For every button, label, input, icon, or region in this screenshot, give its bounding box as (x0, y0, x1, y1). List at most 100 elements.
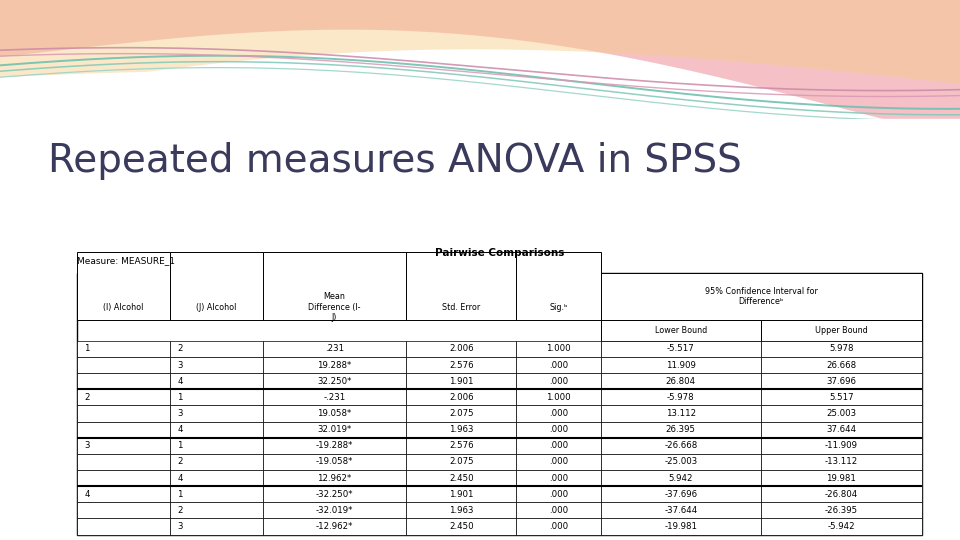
Bar (516, 357, 601, 373)
Text: .231: .231 (324, 345, 344, 353)
Bar (263, 252, 406, 320)
Bar (263, 422, 406, 438)
Bar (263, 470, 406, 486)
Bar (77, 357, 170, 373)
Bar (77, 502, 170, 518)
Bar (601, 502, 761, 518)
Text: 2: 2 (84, 393, 89, 402)
Bar (77, 406, 170, 422)
Text: 11.909: 11.909 (666, 361, 696, 369)
Text: .000: .000 (549, 522, 568, 531)
Text: 2.450: 2.450 (449, 522, 473, 531)
Bar (77, 518, 170, 535)
Text: 12.962*: 12.962* (318, 474, 351, 483)
Text: Measure: MEASURE_1: Measure: MEASURE_1 (77, 256, 175, 266)
Text: (I) Alcohol: (I) Alcohol (103, 302, 143, 312)
Bar (601, 389, 761, 406)
Text: 4: 4 (84, 490, 89, 499)
Text: 1: 1 (178, 490, 182, 499)
Bar (406, 341, 516, 357)
Text: 19.058*: 19.058* (318, 409, 351, 418)
Bar (170, 422, 263, 438)
Bar (406, 422, 516, 438)
Text: Sig.ᵇ: Sig.ᵇ (549, 302, 567, 312)
Bar (263, 373, 406, 389)
Text: Upper Bound: Upper Bound (815, 326, 868, 335)
Bar (406, 252, 516, 320)
Text: Pairwise Comparisons: Pairwise Comparisons (435, 248, 564, 258)
Bar (516, 373, 601, 389)
Text: .000: .000 (549, 490, 568, 499)
Text: 32.019*: 32.019* (318, 425, 351, 434)
Text: 2.075: 2.075 (449, 409, 473, 418)
Bar (406, 486, 516, 502)
Bar (761, 518, 922, 535)
Text: 5.517: 5.517 (829, 393, 853, 402)
Bar (263, 357, 406, 373)
Bar (170, 373, 263, 389)
Bar (761, 389, 922, 406)
Bar (761, 357, 922, 373)
Bar (170, 454, 263, 470)
Text: 2: 2 (178, 345, 182, 353)
Text: 3: 3 (84, 441, 89, 450)
Text: 37.644: 37.644 (827, 425, 856, 434)
Text: .000: .000 (549, 425, 568, 434)
Text: 95% Confidence Interval for
Differenceᵇ: 95% Confidence Interval for Differenceᵇ (705, 287, 818, 306)
Text: -11.909: -11.909 (825, 441, 858, 450)
Text: 2.576: 2.576 (449, 361, 473, 369)
Text: -19.288*: -19.288* (316, 441, 353, 450)
Bar (263, 454, 406, 470)
Text: (J) Alcohol: (J) Alcohol (196, 302, 236, 312)
Text: 3: 3 (178, 409, 182, 418)
Text: -25.003: -25.003 (664, 457, 698, 467)
Text: -26.395: -26.395 (825, 506, 858, 515)
Text: -37.696: -37.696 (664, 490, 697, 499)
Bar (516, 438, 601, 454)
Bar (77, 389, 170, 406)
Text: -19.981: -19.981 (664, 522, 697, 531)
Bar (406, 406, 516, 422)
Bar (601, 373, 761, 389)
Bar (516, 341, 601, 357)
Text: .000: .000 (549, 506, 568, 515)
Bar (406, 470, 516, 486)
Text: .000: .000 (549, 361, 568, 369)
Text: -32.250*: -32.250* (316, 490, 353, 499)
Text: 4: 4 (178, 474, 182, 483)
Bar (516, 406, 601, 422)
Text: 4: 4 (178, 377, 182, 386)
Text: -26.668: -26.668 (664, 441, 698, 450)
Text: 1.000: 1.000 (546, 345, 570, 353)
Text: .000: .000 (549, 409, 568, 418)
Bar (77, 373, 170, 389)
Text: -5.978: -5.978 (667, 393, 695, 402)
Text: 5.978: 5.978 (829, 345, 853, 353)
Bar (601, 406, 761, 422)
Text: 3: 3 (178, 361, 182, 369)
Bar (170, 502, 263, 518)
Bar (170, 438, 263, 454)
Text: 3: 3 (178, 522, 182, 531)
Text: -32.019*: -32.019* (316, 506, 353, 515)
Text: 26.668: 26.668 (827, 361, 856, 369)
Text: -13.112: -13.112 (825, 457, 858, 467)
Bar (761, 320, 922, 341)
Bar (77, 438, 170, 454)
Bar (406, 518, 516, 535)
Bar (170, 406, 263, 422)
Text: -5.517: -5.517 (667, 345, 695, 353)
Bar (406, 438, 516, 454)
Bar (406, 454, 516, 470)
Bar (601, 454, 761, 470)
Text: 13.112: 13.112 (666, 409, 696, 418)
Text: 1: 1 (178, 441, 182, 450)
Bar (761, 373, 922, 389)
Text: 19.981: 19.981 (827, 474, 856, 483)
Text: 25.003: 25.003 (827, 409, 856, 418)
Bar (601, 470, 761, 486)
Text: 2.450: 2.450 (449, 474, 473, 483)
Text: 26.804: 26.804 (666, 377, 696, 386)
Text: -12.962*: -12.962* (316, 522, 353, 531)
Bar (761, 502, 922, 518)
